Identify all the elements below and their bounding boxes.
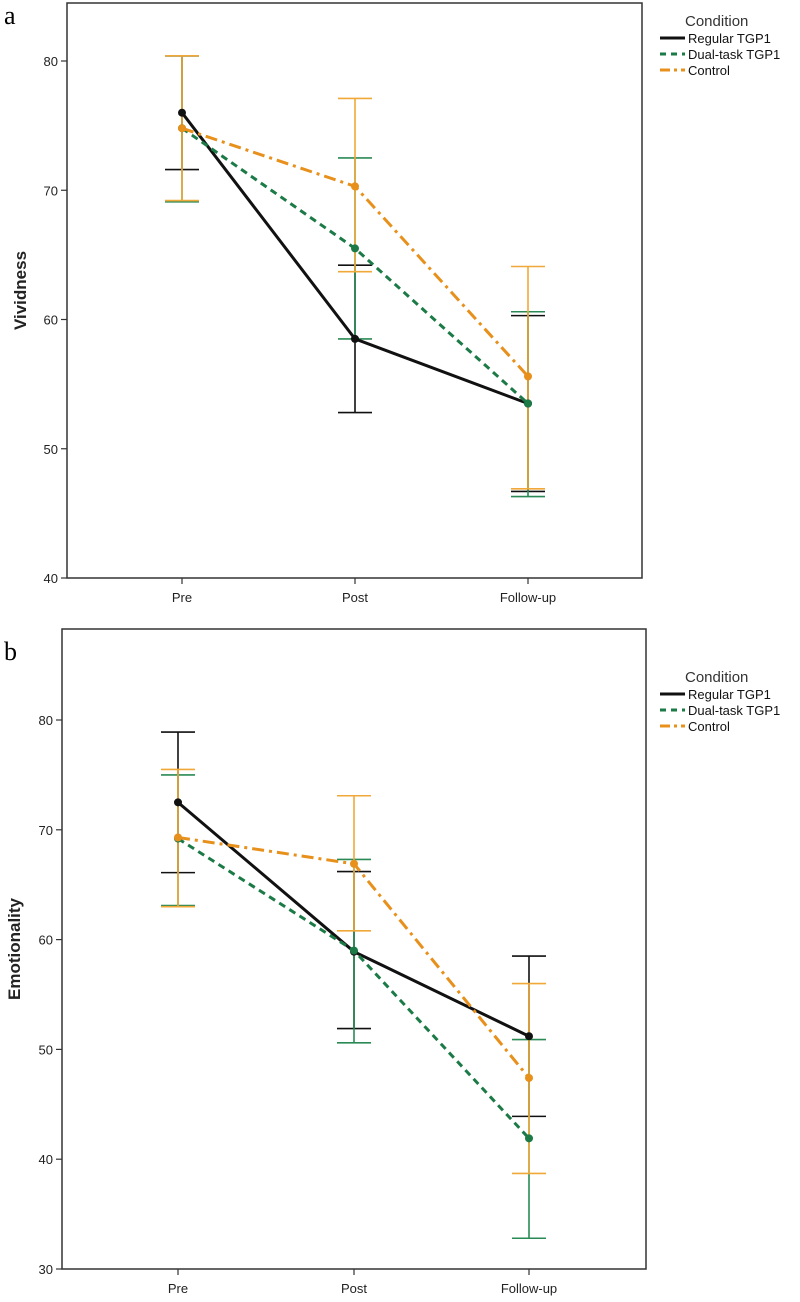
y-tick-label: 70 bbox=[44, 183, 58, 198]
legend-label: Control bbox=[688, 719, 730, 734]
chart-panel-a: a 40 50 60 70 80 Pre Post Follow-up Vividness Cond… bbox=[4, 1, 780, 605]
data-point bbox=[178, 124, 186, 133]
x-tick-label: Pre bbox=[172, 590, 192, 605]
y-tick-label: 80 bbox=[44, 54, 58, 69]
chart-panel-b: b 30 40 50 60 70 80 Pre Post Follow-up Emotionalit… bbox=[4, 628, 780, 1296]
data-point bbox=[351, 334, 359, 343]
legend-label: Control bbox=[688, 63, 730, 78]
y-tick-label: 50 bbox=[39, 1042, 53, 1057]
data-point bbox=[525, 1032, 533, 1041]
data-point bbox=[174, 798, 182, 807]
x-tick-label: Post bbox=[342, 590, 368, 605]
legend-label: Regular TGP1 bbox=[688, 31, 771, 46]
data-point bbox=[350, 946, 358, 955]
x-tick-label: Follow-up bbox=[500, 590, 556, 605]
legend-title: Condition bbox=[685, 669, 748, 686]
series-control bbox=[165, 55, 545, 490]
data-point bbox=[174, 833, 182, 842]
y-tick-label: 50 bbox=[44, 442, 58, 457]
data-point bbox=[524, 372, 532, 381]
y-tick-label: 60 bbox=[44, 313, 58, 328]
data-point bbox=[351, 244, 359, 253]
data-point bbox=[524, 399, 532, 408]
y-tick-label: 40 bbox=[44, 571, 58, 586]
y-tick-label: 80 bbox=[39, 713, 53, 728]
legend-label: Dual-task TGP1 bbox=[688, 703, 780, 718]
y-tick-label: 60 bbox=[39, 933, 53, 948]
y-axis-label: Emotionality bbox=[5, 897, 24, 1000]
y-tick-label: 40 bbox=[39, 1152, 53, 1167]
data-point bbox=[525, 1134, 533, 1143]
y-tick-label: 30 bbox=[39, 1262, 53, 1277]
x-tick-label: Follow-up bbox=[501, 1281, 557, 1296]
y-tick-label: 70 bbox=[39, 823, 53, 838]
x-tick-label: Pre bbox=[168, 1281, 188, 1296]
legend-title: Condition bbox=[685, 13, 748, 30]
panel-label: b bbox=[4, 637, 17, 666]
legend-label: Dual-task TGP1 bbox=[688, 47, 780, 62]
data-point bbox=[178, 108, 186, 117]
data-point bbox=[350, 859, 358, 868]
legend-label: Regular TGP1 bbox=[688, 687, 771, 702]
data-point bbox=[351, 182, 359, 191]
y-axis-label: Vividness bbox=[11, 251, 30, 330]
panel-label: a bbox=[4, 1, 16, 30]
x-tick-label: Post bbox=[341, 1281, 367, 1296]
data-point bbox=[525, 1073, 533, 1082]
